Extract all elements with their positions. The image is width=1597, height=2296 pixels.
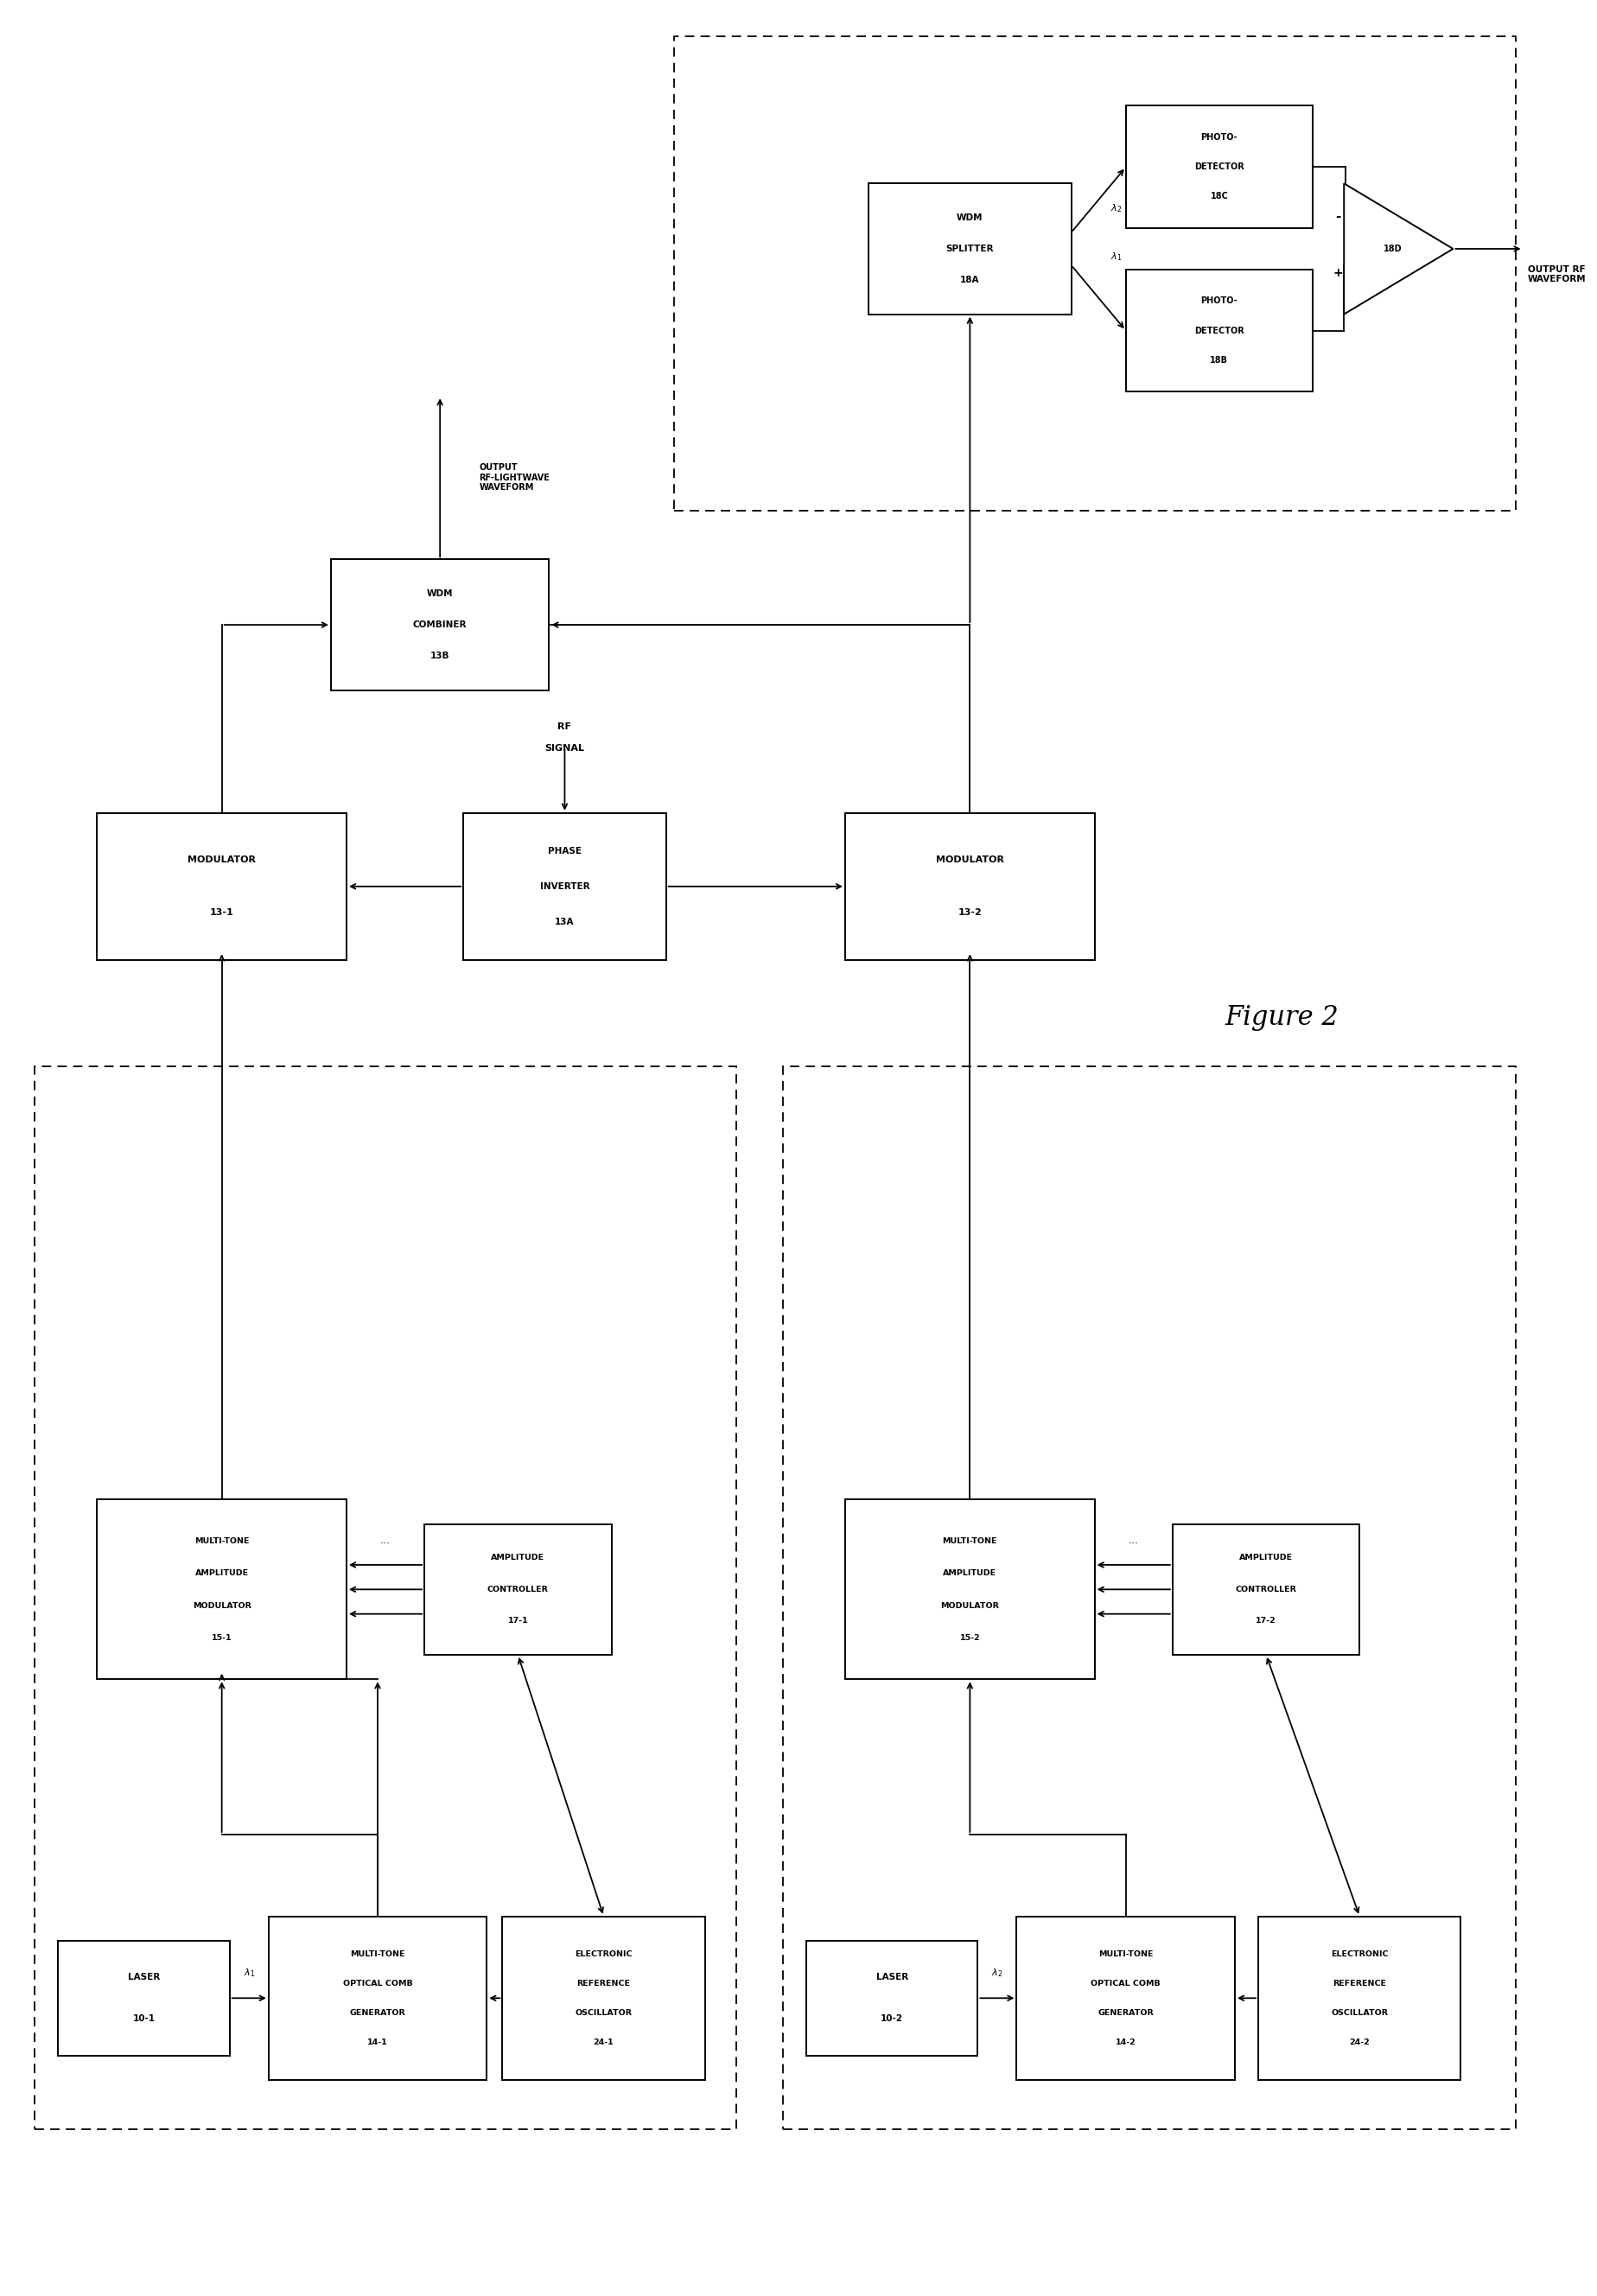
- Text: MODULATOR: MODULATOR: [941, 1603, 1000, 1609]
- Text: 14-2: 14-2: [1116, 2039, 1135, 2046]
- Text: 13-2: 13-2: [958, 909, 982, 916]
- Bar: [1258, 1917, 1461, 2080]
- Text: ...: ...: [380, 1534, 391, 1545]
- Text: LASER: LASER: [875, 1972, 909, 1981]
- Text: $\lambda_2$: $\lambda_2$: [1110, 202, 1121, 214]
- Text: 18C: 18C: [1211, 193, 1228, 200]
- Bar: [1017, 1917, 1234, 2080]
- Text: 17-2: 17-2: [1255, 1616, 1276, 1626]
- Text: MODULATOR: MODULATOR: [936, 856, 1005, 863]
- Text: $\lambda_1$: $\lambda_1$: [1110, 250, 1121, 264]
- Text: 14-1: 14-1: [367, 2039, 388, 2046]
- Text: PHASE: PHASE: [548, 847, 581, 856]
- Text: 10-2: 10-2: [882, 2014, 904, 2023]
- Text: WDM: WDM: [957, 214, 984, 223]
- Text: CONTROLLER: CONTROLLER: [487, 1587, 548, 1593]
- Bar: [845, 1499, 1094, 1678]
- Text: 24-2: 24-2: [1349, 2039, 1370, 2046]
- Text: 13-1: 13-1: [209, 909, 233, 916]
- Bar: [463, 813, 666, 960]
- Bar: [1172, 1525, 1359, 1655]
- Text: SPLITTER: SPLITTER: [945, 243, 993, 253]
- Text: $\lambda_1$: $\lambda_1$: [243, 1968, 256, 1979]
- Text: GENERATOR: GENERATOR: [1097, 2009, 1153, 2016]
- Bar: [783, 1065, 1516, 2128]
- Text: 15-2: 15-2: [960, 1635, 981, 1642]
- Text: DETECTOR: DETECTOR: [1195, 163, 1244, 172]
- Text: MULTI-TONE: MULTI-TONE: [942, 1536, 998, 1545]
- Polygon shape: [1345, 184, 1453, 315]
- Text: SIGNAL: SIGNAL: [545, 744, 585, 753]
- Text: AMPLITUDE: AMPLITUDE: [1239, 1554, 1294, 1561]
- Text: MULTI-TONE: MULTI-TONE: [195, 1536, 249, 1545]
- Text: OSCILLATOR: OSCILLATOR: [575, 2009, 632, 2016]
- Bar: [806, 1940, 977, 2055]
- Text: +: +: [1333, 266, 1343, 280]
- Text: WDM: WDM: [426, 590, 454, 597]
- Text: 18D: 18D: [1383, 243, 1402, 253]
- Text: AMPLITUDE: AMPLITUDE: [195, 1570, 249, 1577]
- Text: REFERENCE: REFERENCE: [577, 1979, 631, 1988]
- Text: AMPLITUDE: AMPLITUDE: [492, 1554, 545, 1561]
- Text: INVERTER: INVERTER: [540, 882, 589, 891]
- Text: 18A: 18A: [960, 276, 979, 285]
- Text: 10-1: 10-1: [133, 2014, 155, 2023]
- Text: COMBINER: COMBINER: [414, 620, 466, 629]
- Text: 17-1: 17-1: [508, 1616, 529, 1626]
- Text: OPTICAL COMB: OPTICAL COMB: [343, 1979, 412, 1988]
- Bar: [35, 1065, 736, 2128]
- Text: $\lambda_2$: $\lambda_2$: [992, 1968, 1003, 1979]
- Text: ELECTRONIC: ELECTRONIC: [575, 1949, 632, 1958]
- Text: MODULATOR: MODULATOR: [193, 1603, 251, 1609]
- Text: CONTROLLER: CONTROLLER: [1236, 1587, 1297, 1593]
- Text: GENERATOR: GENERATOR: [350, 2009, 406, 2016]
- Text: ...: ...: [1129, 1534, 1139, 1545]
- Text: OUTPUT RF
WAVEFORM: OUTPUT RF WAVEFORM: [1528, 264, 1586, 285]
- Text: DETECTOR: DETECTOR: [1195, 326, 1244, 335]
- Text: OUTPUT
RF-LIGHTWAVE
WAVEFORM: OUTPUT RF-LIGHTWAVE WAVEFORM: [479, 464, 549, 491]
- Text: 13A: 13A: [556, 918, 575, 925]
- Text: MULTI-TONE: MULTI-TONE: [1099, 1949, 1153, 1958]
- Text: OPTICAL COMB: OPTICAL COMB: [1091, 1979, 1161, 1988]
- Text: RF: RF: [557, 723, 572, 730]
- Bar: [1126, 106, 1313, 227]
- Text: -: -: [1335, 209, 1340, 223]
- Text: LASER: LASER: [128, 1972, 160, 1981]
- Text: ELECTRONIC: ELECTRONIC: [1330, 1949, 1388, 1958]
- Text: 18B: 18B: [1211, 356, 1228, 365]
- Text: OSCILLATOR: OSCILLATOR: [1330, 2009, 1388, 2016]
- Bar: [674, 37, 1516, 510]
- Text: AMPLITUDE: AMPLITUDE: [944, 1570, 997, 1577]
- Text: Figure 2: Figure 2: [1225, 1003, 1338, 1031]
- Text: REFERENCE: REFERENCE: [1333, 1979, 1386, 1988]
- Bar: [503, 1917, 704, 2080]
- Bar: [331, 560, 549, 691]
- Bar: [845, 813, 1094, 960]
- Bar: [425, 1525, 612, 1655]
- Text: PHOTO-: PHOTO-: [1201, 296, 1238, 305]
- Text: MULTI-TONE: MULTI-TONE: [350, 1949, 406, 1958]
- Text: MODULATOR: MODULATOR: [188, 856, 256, 863]
- Text: PHOTO-: PHOTO-: [1201, 133, 1238, 142]
- Text: 15-1: 15-1: [211, 1635, 232, 1642]
- Bar: [97, 813, 347, 960]
- Bar: [869, 184, 1072, 315]
- Bar: [268, 1917, 487, 2080]
- Bar: [57, 1940, 230, 2055]
- Text: 13B: 13B: [430, 652, 450, 661]
- Bar: [1126, 269, 1313, 393]
- Bar: [97, 1499, 347, 1678]
- Text: 24-1: 24-1: [594, 2039, 613, 2046]
